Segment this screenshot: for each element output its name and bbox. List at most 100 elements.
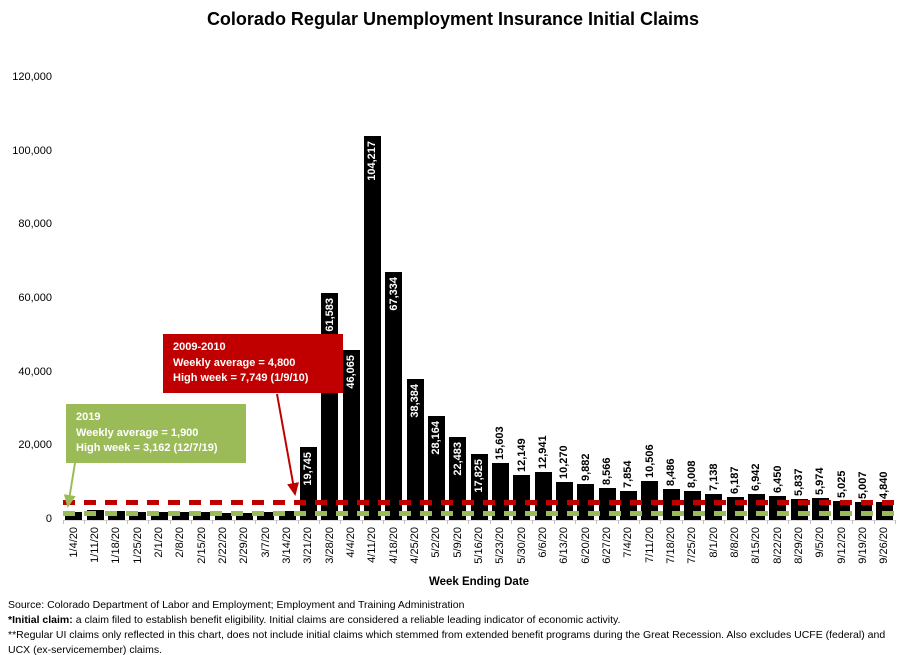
annotation-text: High week = 3,162 (12/7/19)	[76, 442, 218, 454]
bar-value-label: 8,486	[665, 458, 677, 486]
bar-value-label: 5,837	[793, 467, 805, 496]
bar	[747, 494, 765, 520]
bar-value-label: 12,149	[515, 438, 528, 473]
x-axis-tick	[873, 520, 875, 524]
bar-value-label: 38,384	[409, 383, 421, 418]
x-axis-label: 5/23/20	[494, 527, 507, 564]
x-axis-label: 1/18/20	[110, 527, 123, 564]
annotation-text: High week = 7,749 (1/9/10)	[173, 372, 309, 384]
x-axis-label: 8/1/20	[707, 527, 720, 558]
annotation-heading: 2009-2010	[173, 341, 226, 353]
x-axis-tick	[788, 520, 790, 524]
x-axis-tick	[681, 520, 683, 524]
x-axis-tick	[745, 520, 747, 524]
reference-line-2009-2010-weekly-average	[63, 499, 895, 505]
bar	[705, 493, 723, 520]
x-axis-label: 9/19/20	[857, 527, 869, 564]
x-axis-tick	[703, 520, 704, 524]
x-axis-tick	[895, 520, 896, 524]
x-axis-tick	[447, 520, 448, 524]
bar-value-label: 22,483	[451, 442, 464, 476]
x-axis-label: 5/9/20	[451, 527, 464, 558]
bar-value-label: 5,974	[814, 467, 827, 495]
x-axis-label: 2/1/20	[153, 527, 165, 558]
bar	[107, 511, 125, 520]
bar-value-label: 6,187	[729, 466, 741, 495]
x-axis-tick	[169, 520, 171, 524]
y-axis-label: 0	[45, 513, 52, 525]
x-axis-tick	[596, 520, 598, 524]
x-axis-label: 2/8/20	[174, 527, 187, 558]
bar	[150, 512, 168, 520]
x-axis-label: 3/7/20	[259, 527, 272, 558]
bar	[385, 271, 403, 520]
x-axis-label: 4/18/20	[387, 527, 400, 564]
x-axis-title: Week Ending Date	[428, 576, 530, 588]
x-axis-label: 7/11/20	[643, 527, 656, 563]
x-axis-tick	[233, 520, 235, 524]
bar-value-label: 28,164	[430, 421, 443, 455]
bar-value-label: 67,334	[387, 276, 400, 311]
x-axis-tick	[425, 520, 427, 524]
x-axis-label: 1/11/20	[89, 527, 101, 563]
x-axis-label: 5/2/20	[430, 527, 443, 558]
bar-value-label: 7,854	[622, 460, 635, 489]
x-axis-label: 9/26/20	[878, 527, 891, 564]
x-axis-label: 7/4/20	[622, 527, 635, 558]
x-axis-tick	[404, 520, 406, 524]
annotation-text: Weekly average = 4,800	[173, 356, 296, 369]
x-axis-tick	[852, 520, 854, 524]
x-axis-label: 6/27/20	[601, 527, 613, 564]
x-axis-tick	[63, 520, 64, 524]
x-axis-label: 8/15/20	[750, 527, 763, 564]
x-axis-tick	[511, 520, 512, 524]
x-axis-tick	[489, 520, 491, 524]
bar-value-label: 9,882	[579, 453, 592, 481]
chart-title: Colorado Regular Unemployment Insurance …	[206, 9, 700, 29]
bar	[534, 472, 552, 520]
y-axis-label: 120,000	[12, 71, 52, 83]
x-axis-label: 8/29/20	[793, 527, 805, 564]
x-axis-tick	[127, 520, 128, 524]
bar	[513, 475, 531, 520]
x-axis-tick	[724, 520, 726, 524]
x-axis-tick	[105, 520, 107, 524]
x-axis-label: 8/22/20	[771, 527, 784, 564]
bar-value-label: 6,942	[750, 463, 763, 492]
x-axis-label: 3/28/20	[323, 527, 336, 564]
x-axis-tick	[255, 520, 256, 524]
bar-value-label: 5,007	[857, 471, 869, 499]
reference-line-2019-weekly-average	[63, 510, 895, 516]
bar-value-label: 4,840	[878, 471, 891, 500]
x-axis-label: 2/29/20	[238, 527, 251, 564]
x-axis-label: 3/14/20	[281, 527, 293, 564]
bar	[342, 350, 360, 520]
bar	[406, 378, 424, 520]
x-axis-tick	[553, 520, 555, 524]
x-axis-tick	[212, 520, 214, 524]
x-axis-label: 4/11/20	[366, 527, 379, 563]
x-axis-tick	[617, 520, 619, 524]
bar-value-label: 8,566	[601, 457, 613, 486]
source-note: Source: Colorado Department of Labor and…	[8, 599, 465, 611]
bar-value-label: 8,008	[686, 459, 699, 488]
x-axis-tick	[297, 520, 299, 524]
x-axis-label: 1/25/20	[131, 527, 144, 564]
x-axis-tick	[575, 520, 576, 524]
x-axis-tick	[468, 520, 470, 524]
bar-value-label: 5,025	[835, 470, 848, 499]
x-axis-label: 8/8/20	[729, 527, 741, 558]
initial-claim-note-rest: a claim filed to establish benefit eligi…	[72, 614, 621, 626]
bar-value-label: 19,745	[302, 452, 315, 486]
x-axis-label: 4/25/20	[409, 527, 421, 564]
x-axis-label: 5/30/20	[515, 527, 528, 564]
x-axis-tick	[639, 520, 640, 524]
x-axis-label: 2/15/20	[195, 527, 208, 564]
x-axis-label: 6/20/20	[579, 527, 592, 564]
y-axis-label: 80,000	[18, 218, 52, 231]
y-axis-label: 40,000	[18, 365, 52, 378]
bar-value-label: 46,065	[345, 355, 357, 389]
x-axis-label: 4/4/20	[345, 527, 357, 558]
x-axis-tick	[276, 520, 278, 524]
x-axis-tick	[809, 520, 811, 524]
